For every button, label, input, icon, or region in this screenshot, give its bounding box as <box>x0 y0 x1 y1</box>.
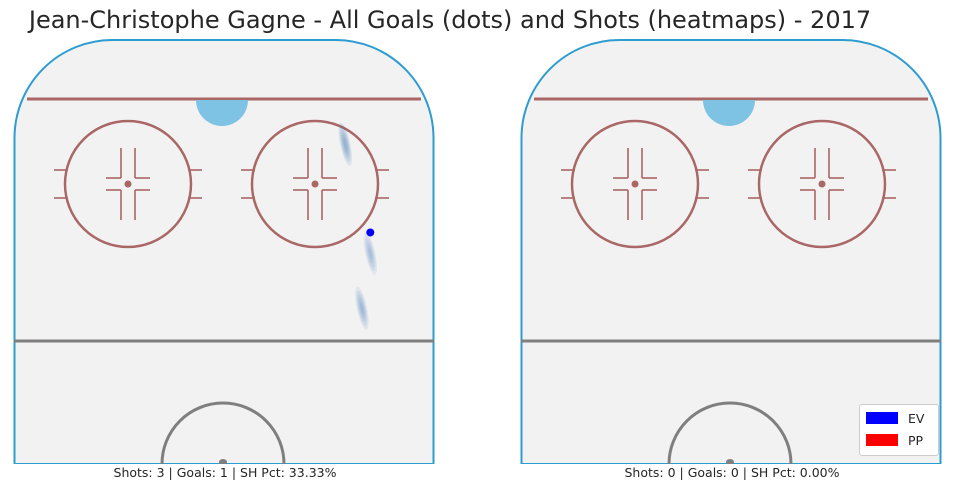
legend-swatch-pp <box>866 434 898 446</box>
goal-dot <box>366 228 375 237</box>
faceoff-dot-left <box>124 180 132 188</box>
shot-heat-layer <box>360 302 364 315</box>
legend-item-ev: EV <box>866 410 925 426</box>
rink-boards <box>13 39 435 464</box>
faceoff-circle-left <box>63 119 193 249</box>
faceoff-circle-left <box>570 119 700 249</box>
shot-heat-layer <box>342 134 349 154</box>
shot-heat-layer <box>343 138 348 151</box>
caption-right: Shots: 0 | Goals: 0 | SH Pct: 0.00% <box>624 465 840 480</box>
shot-heat-blob <box>363 231 377 276</box>
shot-heat-layer <box>363 231 377 276</box>
shot-heat-layer <box>358 298 366 319</box>
rink-panel-right <box>520 38 944 464</box>
legend: EV PP <box>859 404 939 456</box>
rink-plot-right <box>520 39 942 464</box>
caption-left: Shots: 3 | Goals: 1 | SH Pct: 33.33% <box>113 465 337 480</box>
rink-plot-left <box>13 39 435 464</box>
legend-swatch-ev <box>866 412 898 424</box>
chart-title: Jean-Christophe Gagne - All Goals (dots)… <box>28 6 872 34</box>
faceoff-dot-right <box>818 180 826 188</box>
center-dot <box>219 459 227 464</box>
shot-heat-layer <box>368 247 373 260</box>
center-circle <box>160 401 286 464</box>
shot-heat-layer <box>364 235 376 272</box>
goal-crease <box>703 100 755 126</box>
shot-heat-blob <box>355 286 369 330</box>
shot-heat-layer <box>357 294 367 323</box>
faceoff-dot-right <box>311 180 319 188</box>
shot-heat-layer <box>339 126 351 162</box>
shot-heat-blob <box>338 122 352 166</box>
faceoff-dot-left <box>631 180 639 188</box>
shot-heat-layer <box>366 239 375 268</box>
goal-crease <box>196 100 248 126</box>
rink-boards <box>520 39 942 464</box>
rink-panel-left <box>13 38 437 464</box>
faceoff-circle-right <box>757 119 887 249</box>
legend-item-pp: PP <box>866 432 924 448</box>
faceoff-circle-right <box>250 119 380 249</box>
shot-heat-layer <box>356 290 368 326</box>
legend-label-pp: PP <box>908 432 924 448</box>
legend-label-ev: EV <box>908 410 925 426</box>
shot-heat-layer <box>355 286 369 330</box>
shot-heat-layer <box>367 243 374 264</box>
shot-heat-layer <box>340 130 350 158</box>
center-circle <box>667 401 793 464</box>
center-dot <box>726 459 734 464</box>
shot-heat-layer <box>338 122 352 166</box>
